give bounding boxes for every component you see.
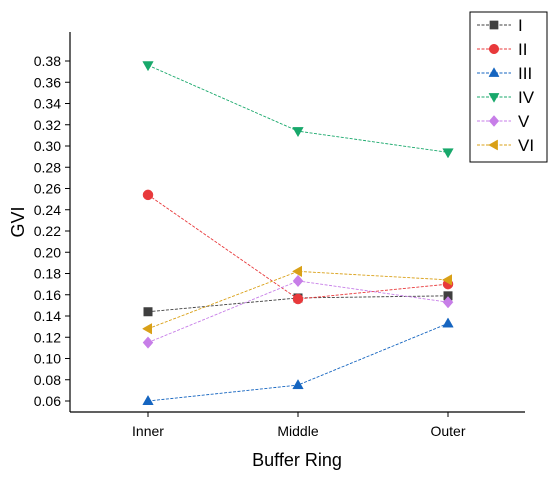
legend-label: I	[518, 16, 523, 35]
y-tick-label: 0.36	[34, 74, 61, 90]
y-tick-label: 0.14	[34, 308, 61, 324]
legend-marker	[489, 20, 499, 30]
series-lines	[147, 64, 449, 402]
y-tick-label: 0.26	[34, 181, 61, 197]
y-tick-label: 0.06	[34, 393, 61, 409]
y-tick-label: 0.18	[34, 266, 61, 282]
legend-marker	[488, 139, 498, 151]
y-tick-label: 0.38	[34, 53, 61, 69]
y-tick-label: 0.10	[34, 351, 61, 367]
legend-label: III	[518, 64, 532, 83]
y-axis-title: GVI	[8, 206, 28, 237]
y-tick-label: 0.16	[34, 287, 61, 303]
legend-box	[469, 11, 548, 163]
y-tick-label: 0.32	[34, 117, 61, 133]
legend-label: V	[518, 112, 530, 131]
series-line-iii	[147, 323, 449, 402]
data-point-iv	[442, 148, 454, 159]
y-tick-label: 0.24	[34, 202, 61, 218]
x-axis-title: Buffer Ring	[252, 450, 342, 470]
legend-marker	[488, 43, 500, 55]
series-markers	[141, 61, 454, 405]
data-point-iii	[292, 379, 304, 390]
data-point-iv	[142, 61, 154, 72]
data-point-v	[442, 296, 454, 309]
data-point-v	[292, 274, 304, 288]
data-point-iii	[142, 394, 154, 405]
legend-marker	[488, 67, 500, 77]
x-tick-label: Middle	[277, 423, 318, 439]
y-tick-label: 0.20	[34, 244, 61, 260]
y-tick-label: 0.12	[34, 329, 61, 345]
data-point-ii	[292, 293, 304, 305]
data-point-vi	[441, 274, 452, 286]
series-line-v	[147, 280, 449, 343]
x-ticks: Inner Middle Outer	[132, 412, 466, 439]
x-tick-label: Inner	[132, 423, 164, 439]
data-point-vi	[141, 323, 152, 335]
data-point-vi	[291, 265, 302, 278]
x-tick-label: Outer	[430, 423, 465, 439]
data-point-iii	[442, 317, 454, 328]
y-tick-label: 0.30	[34, 138, 61, 154]
axes	[69, 32, 525, 413]
legend-label: VI	[518, 136, 534, 155]
data-point-ii	[142, 189, 154, 201]
legend-marker	[488, 115, 500, 127]
y-tick-label: 0.22	[34, 223, 61, 239]
data-point-iv	[292, 127, 304, 138]
series-line-iv	[147, 64, 449, 153]
y-ticks: 0.06 0.08 0.10 0.12 0.14 0.16 0.18 0.20 0.22 0.24…	[34, 53, 70, 409]
data-point-i	[143, 307, 153, 317]
legend-label: II	[518, 40, 527, 59]
y-tick-label: 0.28	[34, 159, 61, 175]
data-point-v	[142, 336, 154, 349]
y-tick-label: 0.34	[34, 96, 61, 112]
legend-label: IV	[518, 88, 535, 107]
y-tick-label: 0.08	[34, 372, 61, 388]
legend-marker	[488, 93, 500, 103]
